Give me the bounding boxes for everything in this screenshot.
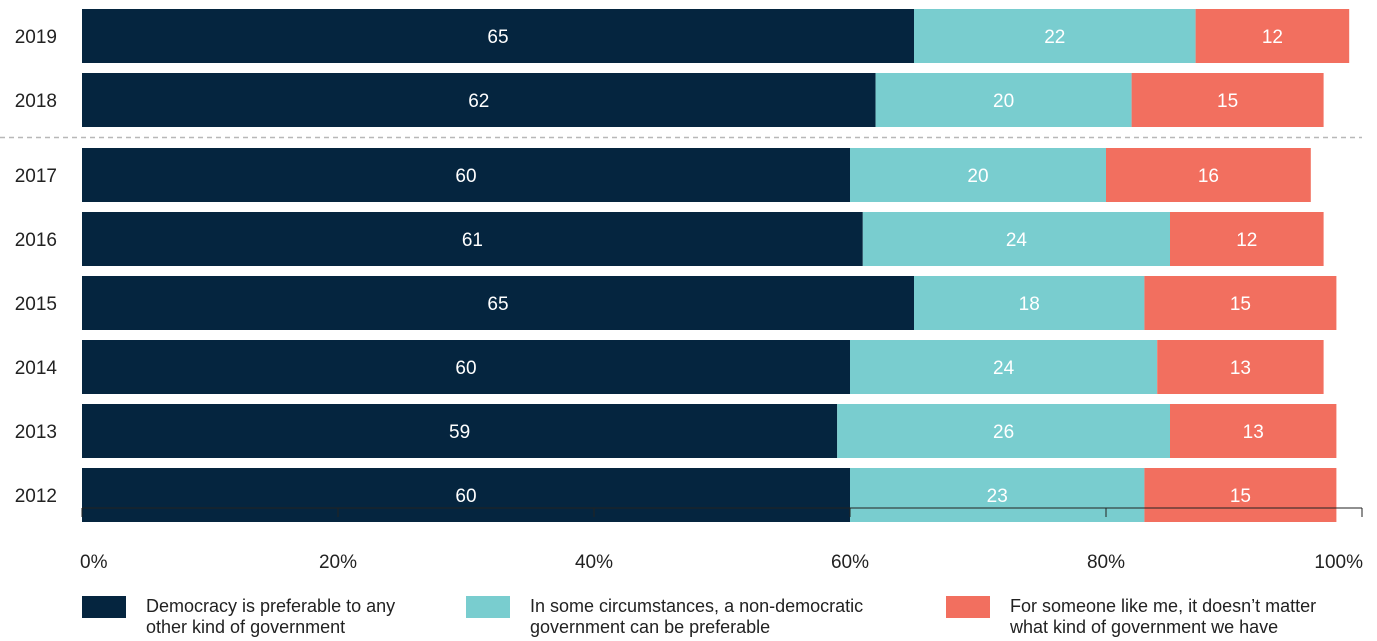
data-label-2014-series-1: 24	[993, 358, 1015, 379]
data-label-2014-series-2: 13	[1230, 358, 1251, 379]
bar-segment-2019-series-0	[82, 9, 914, 63]
bar-segment-2013-series-0	[82, 404, 838, 458]
legend-label-doesnt-matter: For someone like me, it doesn’t matter w…	[1010, 596, 1317, 637]
data-label-2012-series-0: 60	[455, 486, 476, 507]
x-tick-label-2: 40%	[575, 552, 613, 573]
data-label-2019-series-2: 12	[1262, 27, 1283, 48]
data-label-2015-series-1: 18	[1019, 294, 1040, 315]
bar-segment-2015-series-2	[1144, 276, 1337, 330]
x-tick-label-5: 100%	[1314, 552, 1363, 573]
bar-segment-2019-series-2	[1195, 9, 1350, 63]
bar-segment-2017-series-1	[850, 148, 1106, 202]
data-label-2015-series-2: 15	[1230, 294, 1251, 315]
bar-segment-2016-series-2	[1170, 212, 1324, 266]
data-label-2016-series-1: 24	[1006, 230, 1028, 251]
data-label-2018-series-2: 15	[1217, 91, 1238, 112]
legend-item-non-democratic-preferable: In some circumstances, a non-democratic …	[466, 596, 863, 638]
x-tick-label-0: 0%	[80, 552, 108, 573]
data-label-2018-series-0: 62	[468, 91, 489, 112]
data-label-2014-series-0: 60	[455, 358, 476, 379]
category-label-2019: 2019	[15, 27, 57, 48]
bar-segment-2014-series-0	[82, 340, 850, 394]
legend-swatch-doesnt-matter	[946, 596, 990, 618]
bars-group: 65 22 12 62 20 15 60 20 16 61 24 12 65 18 15 60 24 13 59 26…	[82, 9, 1350, 522]
category-label-2013: 2013	[15, 422, 57, 443]
category-label-2014: 2014	[15, 358, 58, 379]
bar-segment-2016-series-1	[862, 212, 1170, 266]
x-tick-label-1: 20%	[319, 552, 357, 573]
legend-item-doesnt-matter: For someone like me, it doesn’t matter w…	[946, 596, 1316, 638]
data-label-2017-series-0: 60	[455, 166, 476, 187]
data-label-2015-series-0: 65	[487, 294, 508, 315]
legend-label-democracy-preferable: Democracy is preferable to any other kin…	[146, 596, 396, 637]
category-label-2015: 2015	[15, 294, 57, 315]
data-label-2017-series-1: 20	[967, 166, 988, 187]
data-label-2012-series-1: 23	[987, 486, 1008, 507]
bar-segment-2015-series-0	[82, 276, 914, 330]
bar-segment-2013-series-2	[1170, 404, 1337, 458]
bar-segment-2016-series-0	[82, 212, 863, 266]
bar-segment-2013-series-1	[837, 404, 1170, 458]
data-label-2016-series-2: 12	[1236, 230, 1257, 251]
bar-segment-2015-series-1	[914, 276, 1145, 330]
bar-segment-2018-series-0	[82, 73, 876, 127]
data-label-2016-series-0: 61	[462, 230, 483, 251]
bar-segment-2012-series-1	[850, 468, 1145, 522]
legend-swatch-non-democratic-preferable	[466, 596, 510, 618]
data-label-2013-series-1: 26	[993, 422, 1014, 443]
data-label-2013-series-2: 13	[1243, 422, 1264, 443]
bar-segment-2014-series-1	[850, 340, 1158, 394]
legend-item-democracy-preferable: Democracy is preferable to any other kin…	[82, 596, 395, 638]
bar-segment-2012-series-0	[82, 468, 850, 522]
x-tick-label-4: 80%	[1087, 552, 1125, 573]
data-label-2017-series-2: 16	[1198, 166, 1219, 187]
legend-label-non-democratic-preferable: In some circumstances, a non-democratic …	[530, 596, 864, 637]
bar-segment-2014-series-2	[1157, 340, 1324, 394]
bar-segment-2019-series-1	[914, 9, 1196, 63]
bar-segment-2012-series-2	[1144, 468, 1337, 522]
legend-swatch-democracy-preferable	[82, 596, 126, 618]
data-label-2019-series-1: 22	[1044, 27, 1065, 48]
category-label-2017: 2017	[15, 166, 57, 187]
bar-segment-2017-series-2	[1106, 148, 1311, 202]
bar-segment-2017-series-0	[82, 148, 850, 202]
data-label-2013-series-0: 59	[449, 422, 470, 443]
x-tick-label-3: 60%	[831, 552, 869, 573]
category-label-2018: 2018	[15, 91, 57, 112]
bar-segment-2018-series-2	[1131, 73, 1324, 127]
category-label-2016: 2016	[15, 230, 57, 251]
data-label-2019-series-0: 65	[487, 27, 508, 48]
bar-segment-2018-series-1	[875, 73, 1132, 127]
category-label-2012: 2012	[15, 486, 57, 507]
data-label-2012-series-2: 15	[1230, 486, 1251, 507]
data-label-2018-series-1: 20	[993, 91, 1014, 112]
